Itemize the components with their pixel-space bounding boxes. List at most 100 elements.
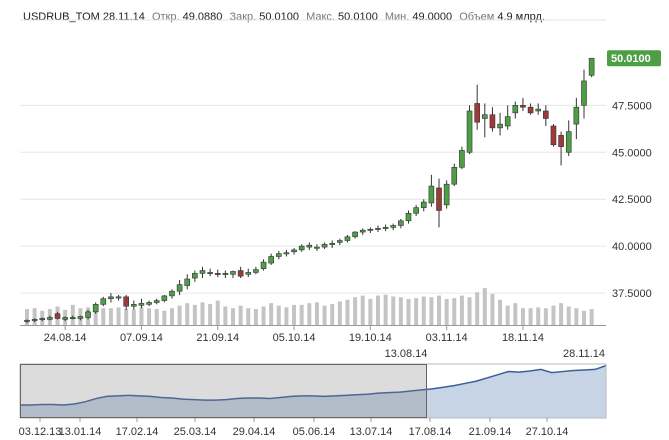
volume-bar [147,308,152,325]
candle-up [253,269,259,273]
volume-bar [559,303,564,325]
candle-up [344,236,351,241]
navigator-line [20,364,607,406]
candle-up [161,295,168,301]
candle-up [115,296,122,299]
volume-bar [307,303,312,325]
volume-bar [70,304,75,325]
candle-up [69,317,76,319]
volume-bar [337,301,342,325]
navigator-tick-label: 21.09.14 [469,426,512,438]
candle-down [543,110,549,119]
candle-up [512,105,519,114]
last-price-tag-box [607,50,661,67]
volume-bar [375,295,380,325]
volume-bar [231,308,236,325]
candle-up [184,278,191,286]
volume-bar [360,295,365,325]
y-tick-label: 42.5000 [612,194,652,206]
volume-bar [536,307,541,325]
volume-bar [116,307,121,325]
candle-up [291,249,297,253]
x-tick-label: 05.10.14 [273,332,316,344]
candle-up [588,57,595,76]
volume-bar [566,306,571,325]
candle-up [222,273,229,275]
volume-bar [368,298,373,325]
y-tick-label: 40.0000 [612,241,652,253]
volume-bar [498,299,503,325]
x-tick-label: 24.08.14 [44,332,87,344]
navigator-tick-label: 05.06.14 [293,426,336,438]
candle-down [123,296,129,307]
volume-bar [353,297,358,325]
x-tick-label: 07.09.14 [120,332,163,344]
candle-up [62,317,68,320]
candle-up [39,318,46,320]
y-tick-label: 45.0000 [612,147,652,159]
volume-bar [505,305,510,325]
candle-up [428,185,435,204]
grid-lines [20,19,606,294]
candle-up [24,320,30,322]
candle-up [138,303,145,306]
x-tick-label: 03.11.14 [426,332,468,344]
volume-bar [215,300,220,325]
candle-up [581,80,587,106]
candle-up [443,183,450,206]
last-price-tag-label: 50.0100 [611,53,651,65]
navigator-tick-label: 27.10.14 [526,426,569,438]
candle-up [337,240,343,243]
candle-up [504,116,511,127]
candle-up [459,150,465,168]
candle-up [153,300,160,303]
candle-up [314,246,320,249]
volume-bar [581,310,586,325]
candle-up [329,243,336,245]
volume-bar [200,302,205,325]
volume-bar [429,297,434,325]
navigator-range-start: 13.08.14 [385,348,428,360]
candle-down [474,103,480,123]
navigator-tick-label: 25.03.14 [174,426,217,438]
volume-bar [444,298,449,325]
candle-down [550,125,557,146]
volume-bar [223,306,228,325]
volume-bar [520,308,525,325]
candle-up [283,252,290,255]
volume-bar [253,309,258,325]
volume-bar [139,307,144,325]
candle-up [260,261,267,269]
candlesticks [24,57,595,324]
candle-up [176,284,183,292]
volume-bar [437,295,442,325]
volume-bar [32,308,37,325]
navigator-mask [20,364,427,418]
volume-bar [276,305,281,325]
volume-bar [467,297,472,325]
volume-bar [238,305,243,325]
volume-bar [169,308,174,325]
volume-bar [414,298,419,325]
volume-bar [391,296,396,325]
candle-down [489,114,496,129]
candle-up [85,311,91,318]
candle-up [390,225,397,228]
candle-up [420,201,427,208]
candle-down [214,273,221,275]
candle-up [565,131,572,153]
candle-up [131,304,137,307]
volume-bar [490,293,495,325]
candle-up [31,319,38,321]
volume-bar [192,304,197,325]
candle-up [169,290,175,297]
candle-up [230,271,236,275]
x-tick-label: 18.11.14 [502,332,544,344]
volume-bar [185,303,190,325]
navigator-tick-label: 17.08.14 [409,426,452,438]
candle-up [481,114,488,119]
x-tick-label: 21.09.14 [196,332,239,344]
candle-up [108,296,114,300]
